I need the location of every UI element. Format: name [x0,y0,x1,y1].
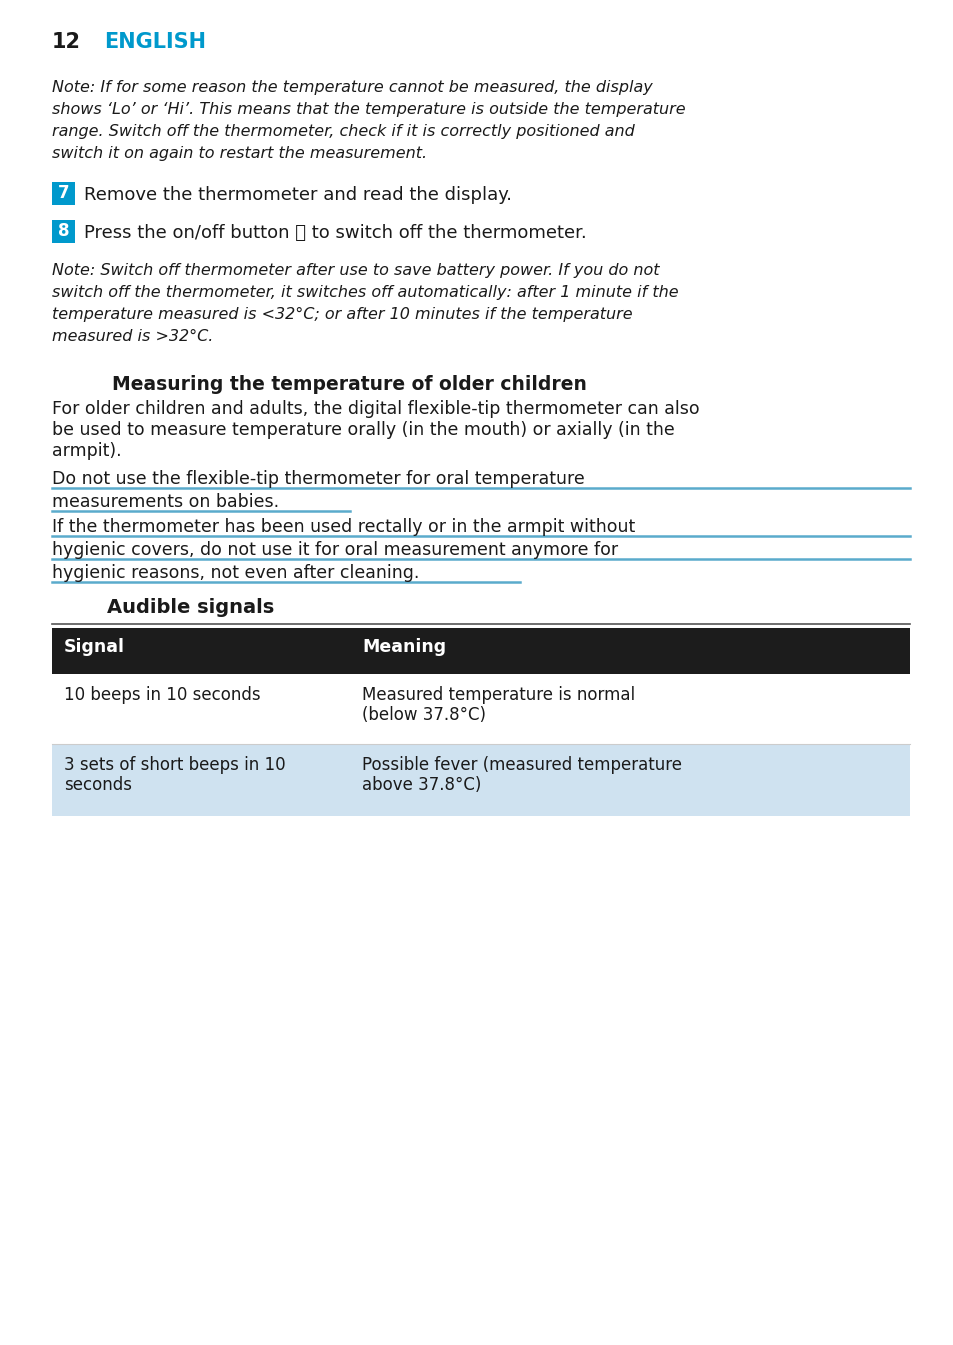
Text: ENGLISH: ENGLISH [104,32,206,52]
Text: measurements on babies.: measurements on babies. [52,494,279,511]
Text: Press the on/off button ⓞ to switch off the thermometer.: Press the on/off button ⓞ to switch off … [84,225,586,242]
Text: armpit).: armpit). [52,443,121,460]
Text: hygienic covers, do not use it for oral measurement anymore for: hygienic covers, do not use it for oral … [52,541,618,560]
Text: measured is >32°C.: measured is >32°C. [52,330,213,344]
Text: Note: If for some reason the temperature cannot be measured, the display: Note: If for some reason the temperature… [52,79,652,95]
Text: 3 sets of short beeps in 10: 3 sets of short beeps in 10 [64,756,285,773]
Text: (below 37.8°C): (below 37.8°C) [361,706,485,724]
Text: Remove the thermometer and read the display.: Remove the thermometer and read the disp… [84,186,512,204]
Text: Note: Switch off thermometer after use to save battery power. If you do not: Note: Switch off thermometer after use t… [52,264,659,278]
Text: 12: 12 [52,32,81,52]
Text: Meaning: Meaning [361,638,446,656]
Text: temperature measured is <32°C; or after 10 minutes if the temperature: temperature measured is <32°C; or after … [52,307,632,321]
Text: be used to measure temperature orally (in the mouth) or axially (in the: be used to measure temperature orally (i… [52,421,674,438]
Text: 7: 7 [57,184,70,203]
Text: hygienic reasons, not even after cleaning.: hygienic reasons, not even after cleanin… [52,564,419,582]
Text: If the thermometer has been used rectally or in the armpit without: If the thermometer has been used rectall… [52,518,635,537]
Text: above 37.8°C): above 37.8°C) [361,776,481,794]
FancyBboxPatch shape [52,628,909,674]
Text: range. Switch off the thermometer, check if it is correctly positioned and: range. Switch off the thermometer, check… [52,124,634,139]
FancyBboxPatch shape [52,674,909,744]
Text: switch off the thermometer, it switches off automatically: after 1 minute if the: switch off the thermometer, it switches … [52,285,678,300]
Text: Possible fever (measured temperature: Possible fever (measured temperature [361,756,681,773]
Text: switch it on again to restart the measurement.: switch it on again to restart the measur… [52,147,427,161]
Text: shows ‘Lo’ or ‘Hi’. This means that the temperature is outside the temperature: shows ‘Lo’ or ‘Hi’. This means that the … [52,102,685,117]
Text: 10 beeps in 10 seconds: 10 beeps in 10 seconds [64,686,260,703]
Text: Measured temperature is normal: Measured temperature is normal [361,686,635,703]
FancyBboxPatch shape [52,744,909,816]
Text: Measuring the temperature of older children: Measuring the temperature of older child… [112,375,586,394]
Text: Do not use the flexible-tip thermometer for oral temperature: Do not use the flexible-tip thermometer … [52,469,584,488]
FancyBboxPatch shape [52,221,75,243]
FancyBboxPatch shape [52,182,75,204]
Text: 8: 8 [58,222,70,241]
Text: seconds: seconds [64,776,132,794]
Text: For older children and adults, the digital flexible-tip thermometer can also: For older children and adults, the digit… [52,399,699,418]
Text: Signal: Signal [64,638,125,656]
Text: Audible signals: Audible signals [107,599,274,617]
